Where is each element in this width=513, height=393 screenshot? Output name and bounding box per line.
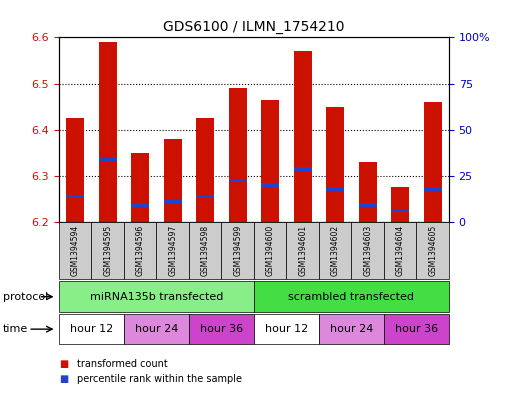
Text: percentile rank within the sample: percentile rank within the sample: [77, 374, 242, 384]
Text: GSM1394600: GSM1394600: [266, 225, 274, 276]
Text: miRNA135b transfected: miRNA135b transfected: [90, 292, 223, 302]
Text: hour 24: hour 24: [330, 324, 373, 334]
Bar: [424, 102, 442, 222]
Bar: [424, 188, 442, 191]
Bar: [229, 179, 247, 182]
Text: hour 36: hour 36: [200, 324, 243, 334]
Bar: [131, 204, 149, 208]
Text: GSM1394603: GSM1394603: [363, 225, 372, 276]
Text: GSM1394601: GSM1394601: [298, 225, 307, 276]
Text: GSM1394596: GSM1394596: [136, 225, 145, 276]
Text: ■: ■: [59, 374, 68, 384]
Bar: [359, 204, 377, 208]
Text: GSM1394598: GSM1394598: [201, 225, 210, 276]
Text: time: time: [3, 324, 28, 334]
Bar: [294, 167, 311, 171]
Text: scrambled transfected: scrambled transfected: [288, 292, 415, 302]
Bar: [66, 195, 84, 198]
Text: GSM1394599: GSM1394599: [233, 225, 242, 276]
Bar: [261, 184, 279, 187]
Text: hour 24: hour 24: [135, 324, 178, 334]
Text: GSM1394594: GSM1394594: [71, 225, 80, 276]
Bar: [164, 200, 182, 203]
Text: hour 36: hour 36: [395, 324, 438, 334]
Text: hour 12: hour 12: [265, 324, 308, 334]
Bar: [391, 187, 409, 222]
Bar: [66, 118, 84, 222]
Text: GSM1394597: GSM1394597: [168, 225, 177, 276]
Bar: [229, 88, 247, 222]
Text: GSM1394605: GSM1394605: [428, 225, 437, 276]
Title: GDS6100 / ILMN_1754210: GDS6100 / ILMN_1754210: [163, 20, 345, 33]
Bar: [359, 162, 377, 222]
Bar: [196, 195, 214, 198]
Text: GSM1394595: GSM1394595: [103, 225, 112, 276]
Bar: [261, 100, 279, 222]
Bar: [391, 209, 409, 212]
Bar: [294, 51, 311, 222]
Text: hour 12: hour 12: [70, 324, 113, 334]
Bar: [196, 118, 214, 222]
Bar: [326, 188, 344, 191]
Text: GSM1394602: GSM1394602: [331, 225, 340, 276]
Text: ■: ■: [59, 358, 68, 369]
Bar: [164, 139, 182, 222]
Bar: [326, 107, 344, 222]
Bar: [99, 42, 116, 222]
Bar: [99, 158, 116, 161]
Text: GSM1394604: GSM1394604: [396, 225, 405, 276]
Text: transformed count: transformed count: [77, 358, 168, 369]
Text: protocol: protocol: [3, 292, 48, 302]
Bar: [131, 153, 149, 222]
